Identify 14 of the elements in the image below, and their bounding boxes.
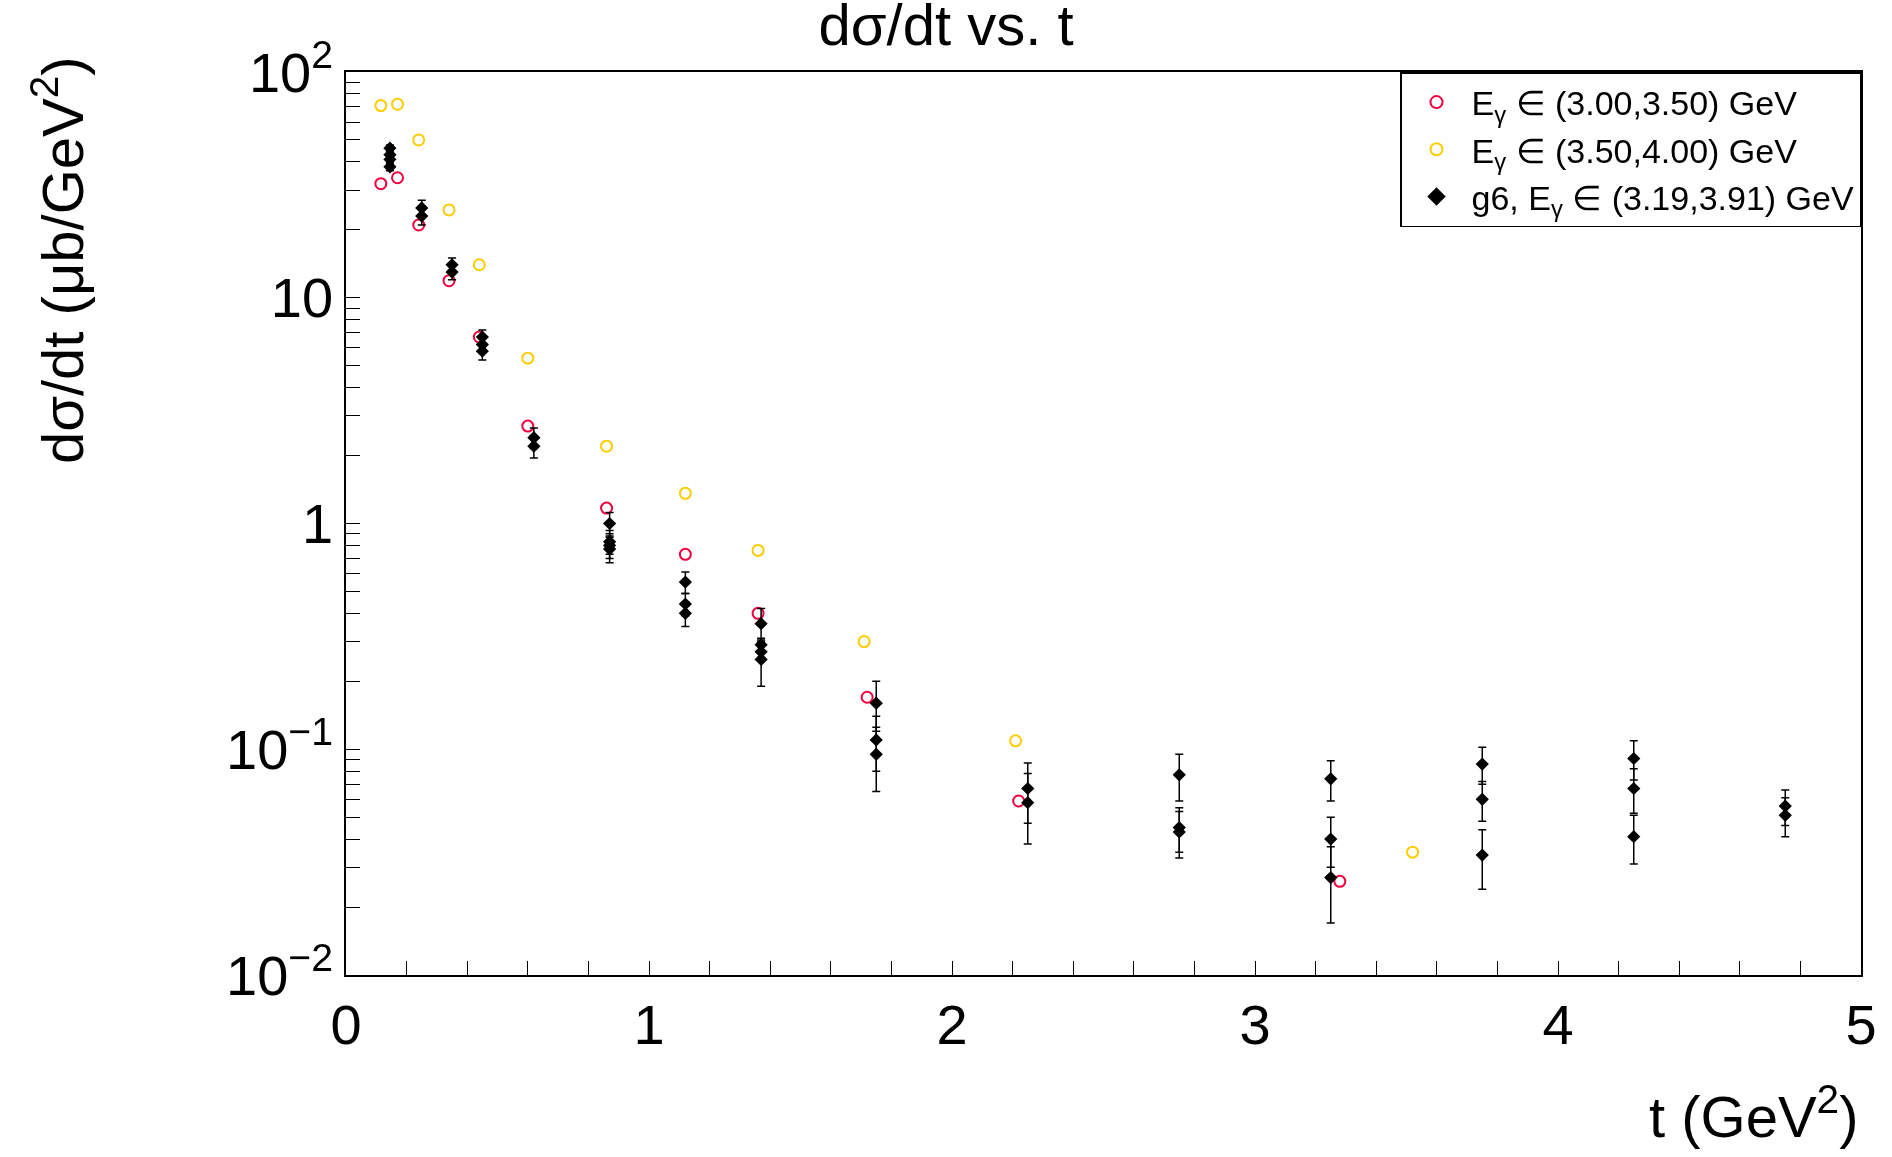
x-tick-label: 3 [1239,992,1271,1056]
legend-label: g6, E$_{γ}$ ∈ (3.19,3.91) GeV [1471,178,1854,222]
x-axis-title: t (GeV$^{2}$) [1649,1076,1859,1150]
y-tick-label: 10$^{2}$ [248,33,334,104]
y-tick-label: 10 [270,266,334,330]
x-tick-label: 2 [936,992,968,1056]
legend-label: E$_{γ}$ ∈ (3.50,4.00) GeV [1471,131,1798,175]
x-tick-label: 4 [1542,992,1574,1056]
x-tick-label: 1 [633,992,665,1056]
y-tick-label: 10$^{−1}$ [226,710,334,781]
x-tick-label: 5 [1845,992,1877,1056]
legend-label: E$_{γ}$ ∈ (3.00,3.50) GeV [1471,84,1798,128]
y-tick-label: 1 [301,492,334,556]
chart-title: dσ/dt vs. t [818,0,1074,57]
